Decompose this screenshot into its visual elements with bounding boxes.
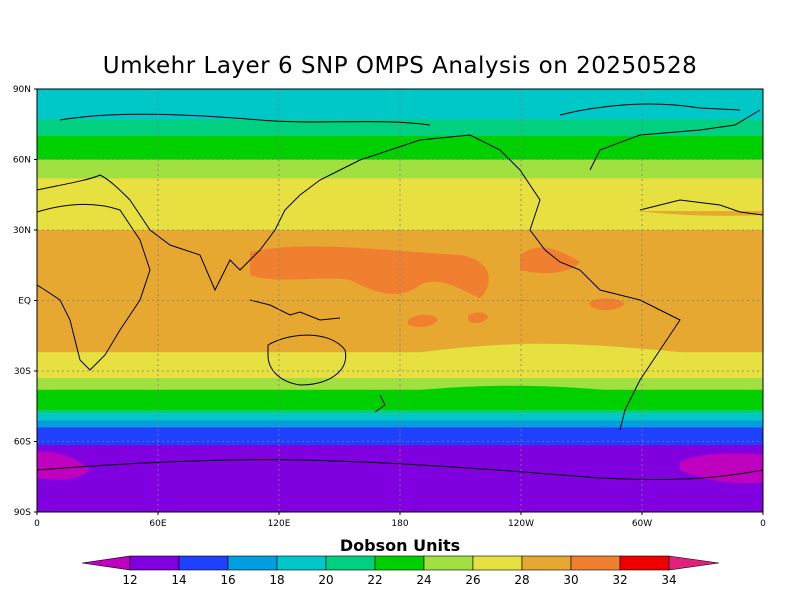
colorbar-swatch — [374, 555, 425, 571]
south-pacific-max-2 — [468, 312, 488, 324]
colorbar-tick-label: 18 — [269, 573, 284, 587]
south-pacific-max-1 — [408, 314, 438, 328]
colorbar-swatch — [619, 555, 670, 571]
field-band — [37, 136, 763, 160]
coastline-segment — [37, 459, 763, 481]
colorbar-under-arrow — [81, 555, 131, 571]
colorbar-tick-label: 32 — [612, 573, 627, 587]
pacific-maximum — [250, 246, 489, 298]
colorbar-swatch — [570, 555, 621, 571]
units-label: Dobson Units — [339, 536, 461, 555]
colorbar-tick-label: 16 — [220, 573, 235, 587]
coastline-segment — [589, 109, 761, 171]
coastline-segment — [639, 199, 763, 216]
southern-green-band-wave — [37, 385, 763, 410]
colorbar-tick-label: 24 — [416, 573, 431, 587]
latitude-label: 30N — [13, 226, 31, 236]
colorbar-tick-label: 22 — [367, 573, 382, 587]
coastline-segment — [59, 113, 431, 126]
antarctic-minimum-east — [680, 453, 763, 484]
latitude-label: 60N — [13, 156, 31, 166]
coastline-segment — [249, 299, 341, 321]
latitude-label: 30S — [14, 367, 31, 377]
colorbar: 12 14 16 18 20 22 24 26 28 30 32 34 — [81, 555, 720, 587]
colorbar-swatch — [227, 555, 278, 571]
longitude-label: 180 — [391, 519, 408, 529]
coastline-segment — [374, 394, 386, 413]
colorbar-swatch — [276, 555, 327, 571]
coastline-segment — [559, 103, 741, 116]
antarctic-minimum-west — [37, 451, 90, 480]
coastline-segment — [37, 203, 151, 371]
longitude-label: 0 — [760, 519, 766, 529]
longitude-label: 60W — [632, 519, 652, 529]
gridlines — [37, 89, 763, 512]
colorbar-over-arrow — [668, 555, 720, 571]
map-title: Umkehr Layer 6 SNP OMPS Analysis on 2025… — [102, 53, 698, 79]
colorbar-tick-label: 30 — [563, 573, 578, 587]
longitude-labels: 0 60E 120E 180 120W 60W 0 — [34, 512, 766, 529]
latitude-label: EQ — [18, 297, 31, 307]
coastline-segment — [129, 134, 681, 431]
central-america-maximum — [520, 247, 580, 274]
field-band — [37, 119, 763, 136]
colorbar-tick-label: 14 — [171, 573, 186, 587]
latitude-label: 90S — [14, 508, 31, 518]
longitude-label: 120E — [268, 519, 291, 529]
colorbar-swatch — [521, 555, 572, 571]
colorbar-swatch — [472, 555, 523, 571]
latitude-labels: 90N 60N 30N EQ 30S 60S 90S — [13, 85, 37, 518]
longitude-label: 60E — [149, 519, 166, 529]
field-band — [37, 441, 763, 512]
colorbar-tick-label: 28 — [514, 573, 529, 587]
coastline-segment — [267, 334, 347, 386]
colorbar-swatch — [178, 555, 229, 571]
longitude-label: 120W — [508, 519, 534, 529]
colorbar-tick-label: 34 — [661, 573, 676, 587]
colorbar-tick-label: 26 — [465, 573, 480, 587]
latitude-label: 90N — [13, 85, 31, 95]
colorbar-swatch — [423, 555, 474, 571]
field-band — [37, 159, 763, 179]
colorbar-swatch — [129, 555, 180, 571]
field-band — [37, 413, 763, 421]
latitude-label: 60S — [14, 438, 31, 448]
field-band — [37, 420, 763, 428]
coastlines — [37, 103, 763, 481]
colorbar-tick-label: 20 — [318, 573, 333, 587]
northern-mid-band-wave — [37, 195, 763, 230]
colorbar-tick-label: 12 — [122, 573, 137, 587]
colorbar-swatch — [325, 555, 376, 571]
amazon-maximum — [590, 298, 625, 311]
longitude-label: 0 — [34, 519, 40, 529]
field-band — [37, 378, 763, 390]
coastline-segment — [37, 174, 131, 201]
